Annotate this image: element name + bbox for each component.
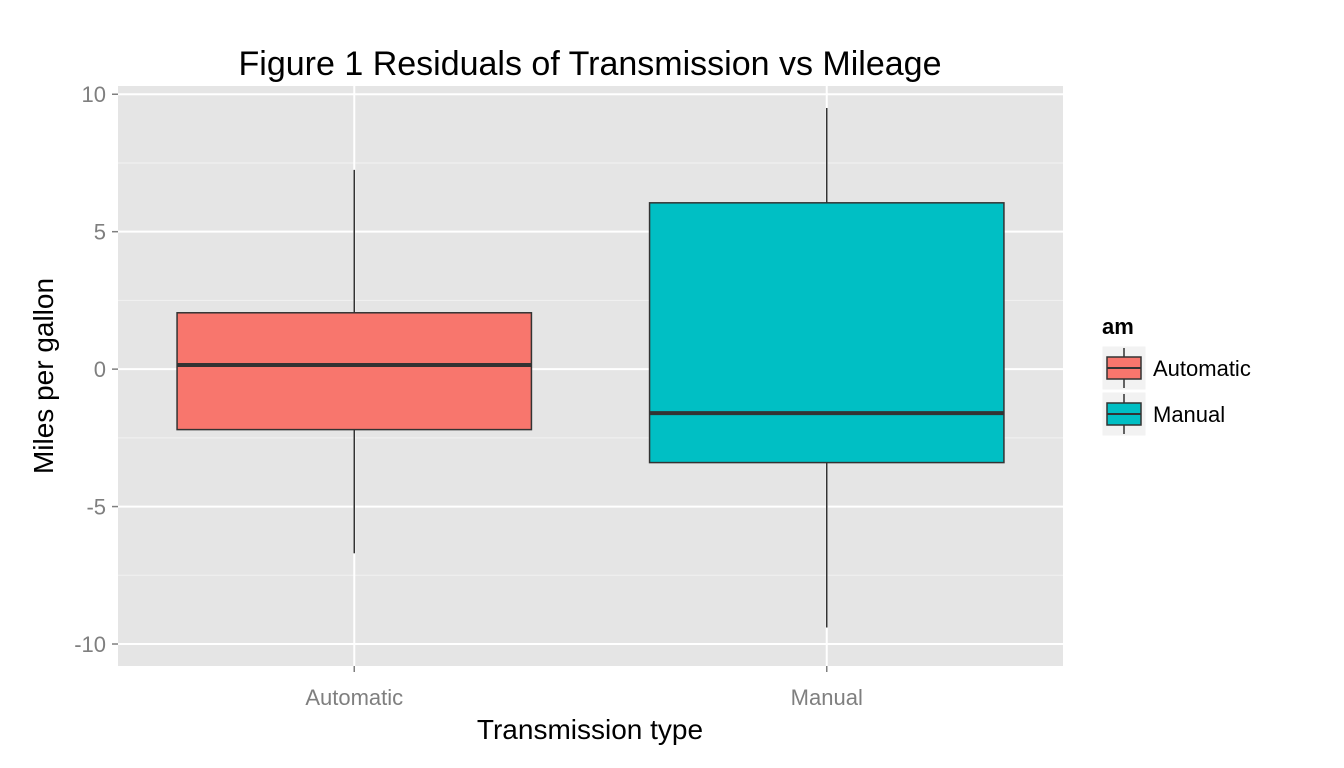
iqr-box xyxy=(648,202,1005,464)
y-tick-label: 10 xyxy=(82,82,106,107)
box-automatic xyxy=(176,169,533,554)
legend-label: Manual xyxy=(1153,402,1225,427)
chart-title: Figure 1 Residuals of Transmission vs Mi… xyxy=(239,45,942,83)
x-axis: Automatic Manual xyxy=(305,666,863,710)
x-axis-title: Transmission type xyxy=(477,714,703,745)
box-manual xyxy=(648,107,1005,628)
y-axis: -10 -5 0 5 10 xyxy=(74,82,118,657)
boxes xyxy=(176,107,1005,628)
legend-entry-manual: Manual xyxy=(1101,391,1225,437)
y-axis-title: Miles per gallon xyxy=(28,278,59,474)
legend-label: Automatic xyxy=(1153,356,1251,381)
legend: am Automatic Manual xyxy=(1101,314,1251,437)
y-tick-label: 5 xyxy=(94,220,106,245)
x-tick-label: Manual xyxy=(791,685,863,710)
y-tick-label: -5 xyxy=(86,495,106,520)
legend-entry-automatic: Automatic xyxy=(1101,345,1251,391)
iqr-box xyxy=(176,312,533,431)
legend-title: am xyxy=(1102,314,1134,339)
x-tick-label: Automatic xyxy=(305,685,403,710)
y-tick-label: -10 xyxy=(74,632,106,657)
y-tick-label: 0 xyxy=(94,357,106,382)
